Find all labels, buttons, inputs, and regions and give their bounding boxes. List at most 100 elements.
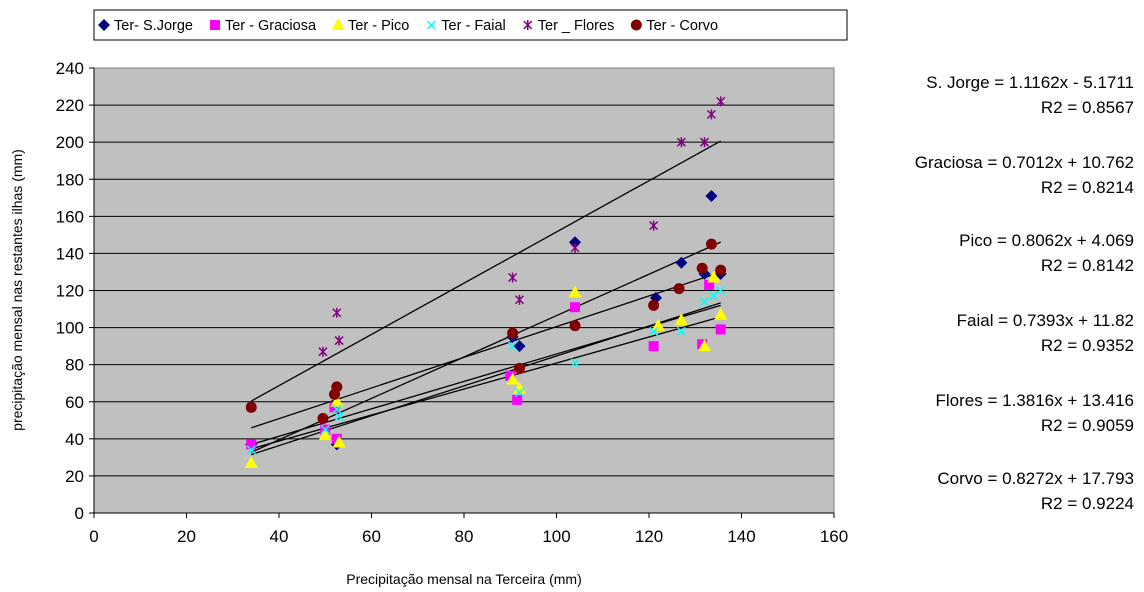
- y-tick-label: 100: [56, 319, 84, 338]
- y-tick-label: 180: [56, 170, 84, 189]
- data-point: [699, 297, 710, 307]
- data-point: [513, 381, 526, 394]
- legend-label: Ter - Graciosa: [225, 18, 317, 34]
- data-point: [331, 381, 343, 393]
- r-squared-text: R2 = 0.9059: [1040, 416, 1134, 435]
- data-points: [244, 96, 728, 468]
- r-squared-text: R2 = 0.8142: [1040, 256, 1134, 275]
- r-squared-text: R2 = 0.9224: [1040, 494, 1134, 513]
- data-point: [673, 283, 685, 295]
- y-tick-label: 20: [65, 467, 84, 486]
- x-tick-labels: 0 20 40 60 80 100 120 140 160: [89, 527, 848, 546]
- trendline-equation: S. Jorge = 1.1162x - 5.1711 R2 = 0.8567: [926, 70, 1134, 120]
- data-point: [505, 370, 516, 381]
- data-point: [570, 302, 580, 313]
- legend-marker: [523, 20, 533, 30]
- x-tick-label: 80: [455, 527, 474, 546]
- data-point: [675, 256, 688, 269]
- data-point: [716, 96, 726, 107]
- legend-marker: [630, 19, 642, 31]
- trendline-equation: Pico = 0.8062x + 4.069 R2 = 0.8142: [959, 228, 1134, 278]
- y-tick-label: 40: [65, 430, 84, 449]
- legend-marker: [98, 19, 110, 31]
- data-point: [649, 220, 659, 231]
- data-point: [651, 318, 665, 331]
- data-point: [331, 433, 342, 444]
- data-point: [676, 326, 686, 336]
- y-tick-label: 120: [56, 282, 84, 301]
- data-point: [676, 137, 686, 148]
- data-point: [698, 339, 711, 352]
- series-ter-faial: [246, 285, 726, 455]
- data-point: [244, 455, 258, 468]
- legend-marker: [209, 20, 220, 30]
- data-point: [318, 346, 328, 357]
- data-point: [649, 326, 659, 336]
- y-axis-title: precipitação mensal nas restantes ilhas …: [9, 149, 25, 431]
- data-point: [318, 428, 332, 441]
- trendline-flores: [250, 140, 722, 402]
- legend-label: Ter - Faial: [441, 18, 505, 34]
- equation-text: Faial = 0.7393x + 11.82: [956, 311, 1134, 330]
- data-point: [330, 394, 344, 407]
- x-tick-label: 0: [89, 527, 98, 546]
- data-point: [332, 404, 342, 414]
- data-point: [705, 238, 717, 250]
- data-point: [715, 264, 727, 276]
- trendline-corvo: [251, 271, 721, 429]
- data-point: [508, 341, 518, 351]
- r-squared-text: R2 = 0.8567: [1040, 98, 1134, 117]
- equation-text: S. Jorge = 1.1162x - 5.1711: [926, 73, 1134, 92]
- data-point: [506, 372, 520, 385]
- legend-marker: [426, 20, 436, 30]
- axes: [89, 67, 835, 518]
- data-point: [512, 394, 523, 405]
- trendline-equation: Faial = 0.7393x + 11.82 R2 = 0.9352: [957, 308, 1134, 358]
- y-tick-label: 160: [56, 207, 84, 226]
- data-point: [334, 412, 344, 422]
- series-ter-pico: [244, 270, 728, 468]
- trendline-faial: [251, 304, 721, 446]
- r-squared-text: R2 = 0.8214: [1040, 178, 1134, 197]
- data-point: [332, 307, 342, 318]
- data-point: [514, 387, 525, 398]
- legend-label: Ter - Pico: [348, 18, 409, 34]
- equation-text: Flores = 1.3816x + 13.416: [935, 391, 1134, 410]
- trendline-s-jorge: [250, 241, 721, 453]
- data-point: [696, 262, 708, 274]
- data-point: [715, 324, 726, 335]
- equation-text: Corvo = 0.8272x + 17.793: [937, 469, 1134, 488]
- x-tick-label: 40: [270, 527, 289, 546]
- data-point: [706, 109, 716, 120]
- data-point: [508, 272, 518, 283]
- y-tick-label: 60: [65, 393, 84, 412]
- data-point: [332, 435, 346, 448]
- x-tick-label: 160: [820, 527, 848, 546]
- data-point: [648, 299, 660, 311]
- trendline-equation: Corvo = 0.8272x + 17.793 R2 = 0.9224: [937, 466, 1134, 516]
- data-point: [704, 279, 715, 290]
- x-tick-label: 140: [727, 527, 755, 546]
- data-point: [674, 313, 688, 326]
- legend-label: Ter - Corvo: [646, 18, 718, 34]
- data-point: [699, 137, 710, 148]
- x-tick-label: 20: [177, 527, 196, 546]
- data-point: [716, 285, 726, 296]
- trendline-equation: Flores = 1.3816x + 13.416 R2 = 0.9059: [936, 388, 1134, 438]
- x-tick-label: 60: [362, 527, 381, 546]
- x-tick-label: 120: [635, 527, 663, 546]
- y-tick-label: 240: [56, 59, 84, 78]
- legend-label: Ter _ Flores: [538, 18, 615, 34]
- data-point: [246, 445, 256, 455]
- data-point: [570, 358, 580, 368]
- data-point: [714, 307, 728, 320]
- data-point: [569, 320, 581, 332]
- data-point: [709, 291, 719, 301]
- data-point: [707, 270, 721, 283]
- data-point: [570, 242, 580, 253]
- data-point: [334, 335, 344, 346]
- data-point: [648, 341, 659, 352]
- equation-text: Pico = 0.8062x + 4.069: [959, 231, 1134, 250]
- data-point: [507, 327, 519, 339]
